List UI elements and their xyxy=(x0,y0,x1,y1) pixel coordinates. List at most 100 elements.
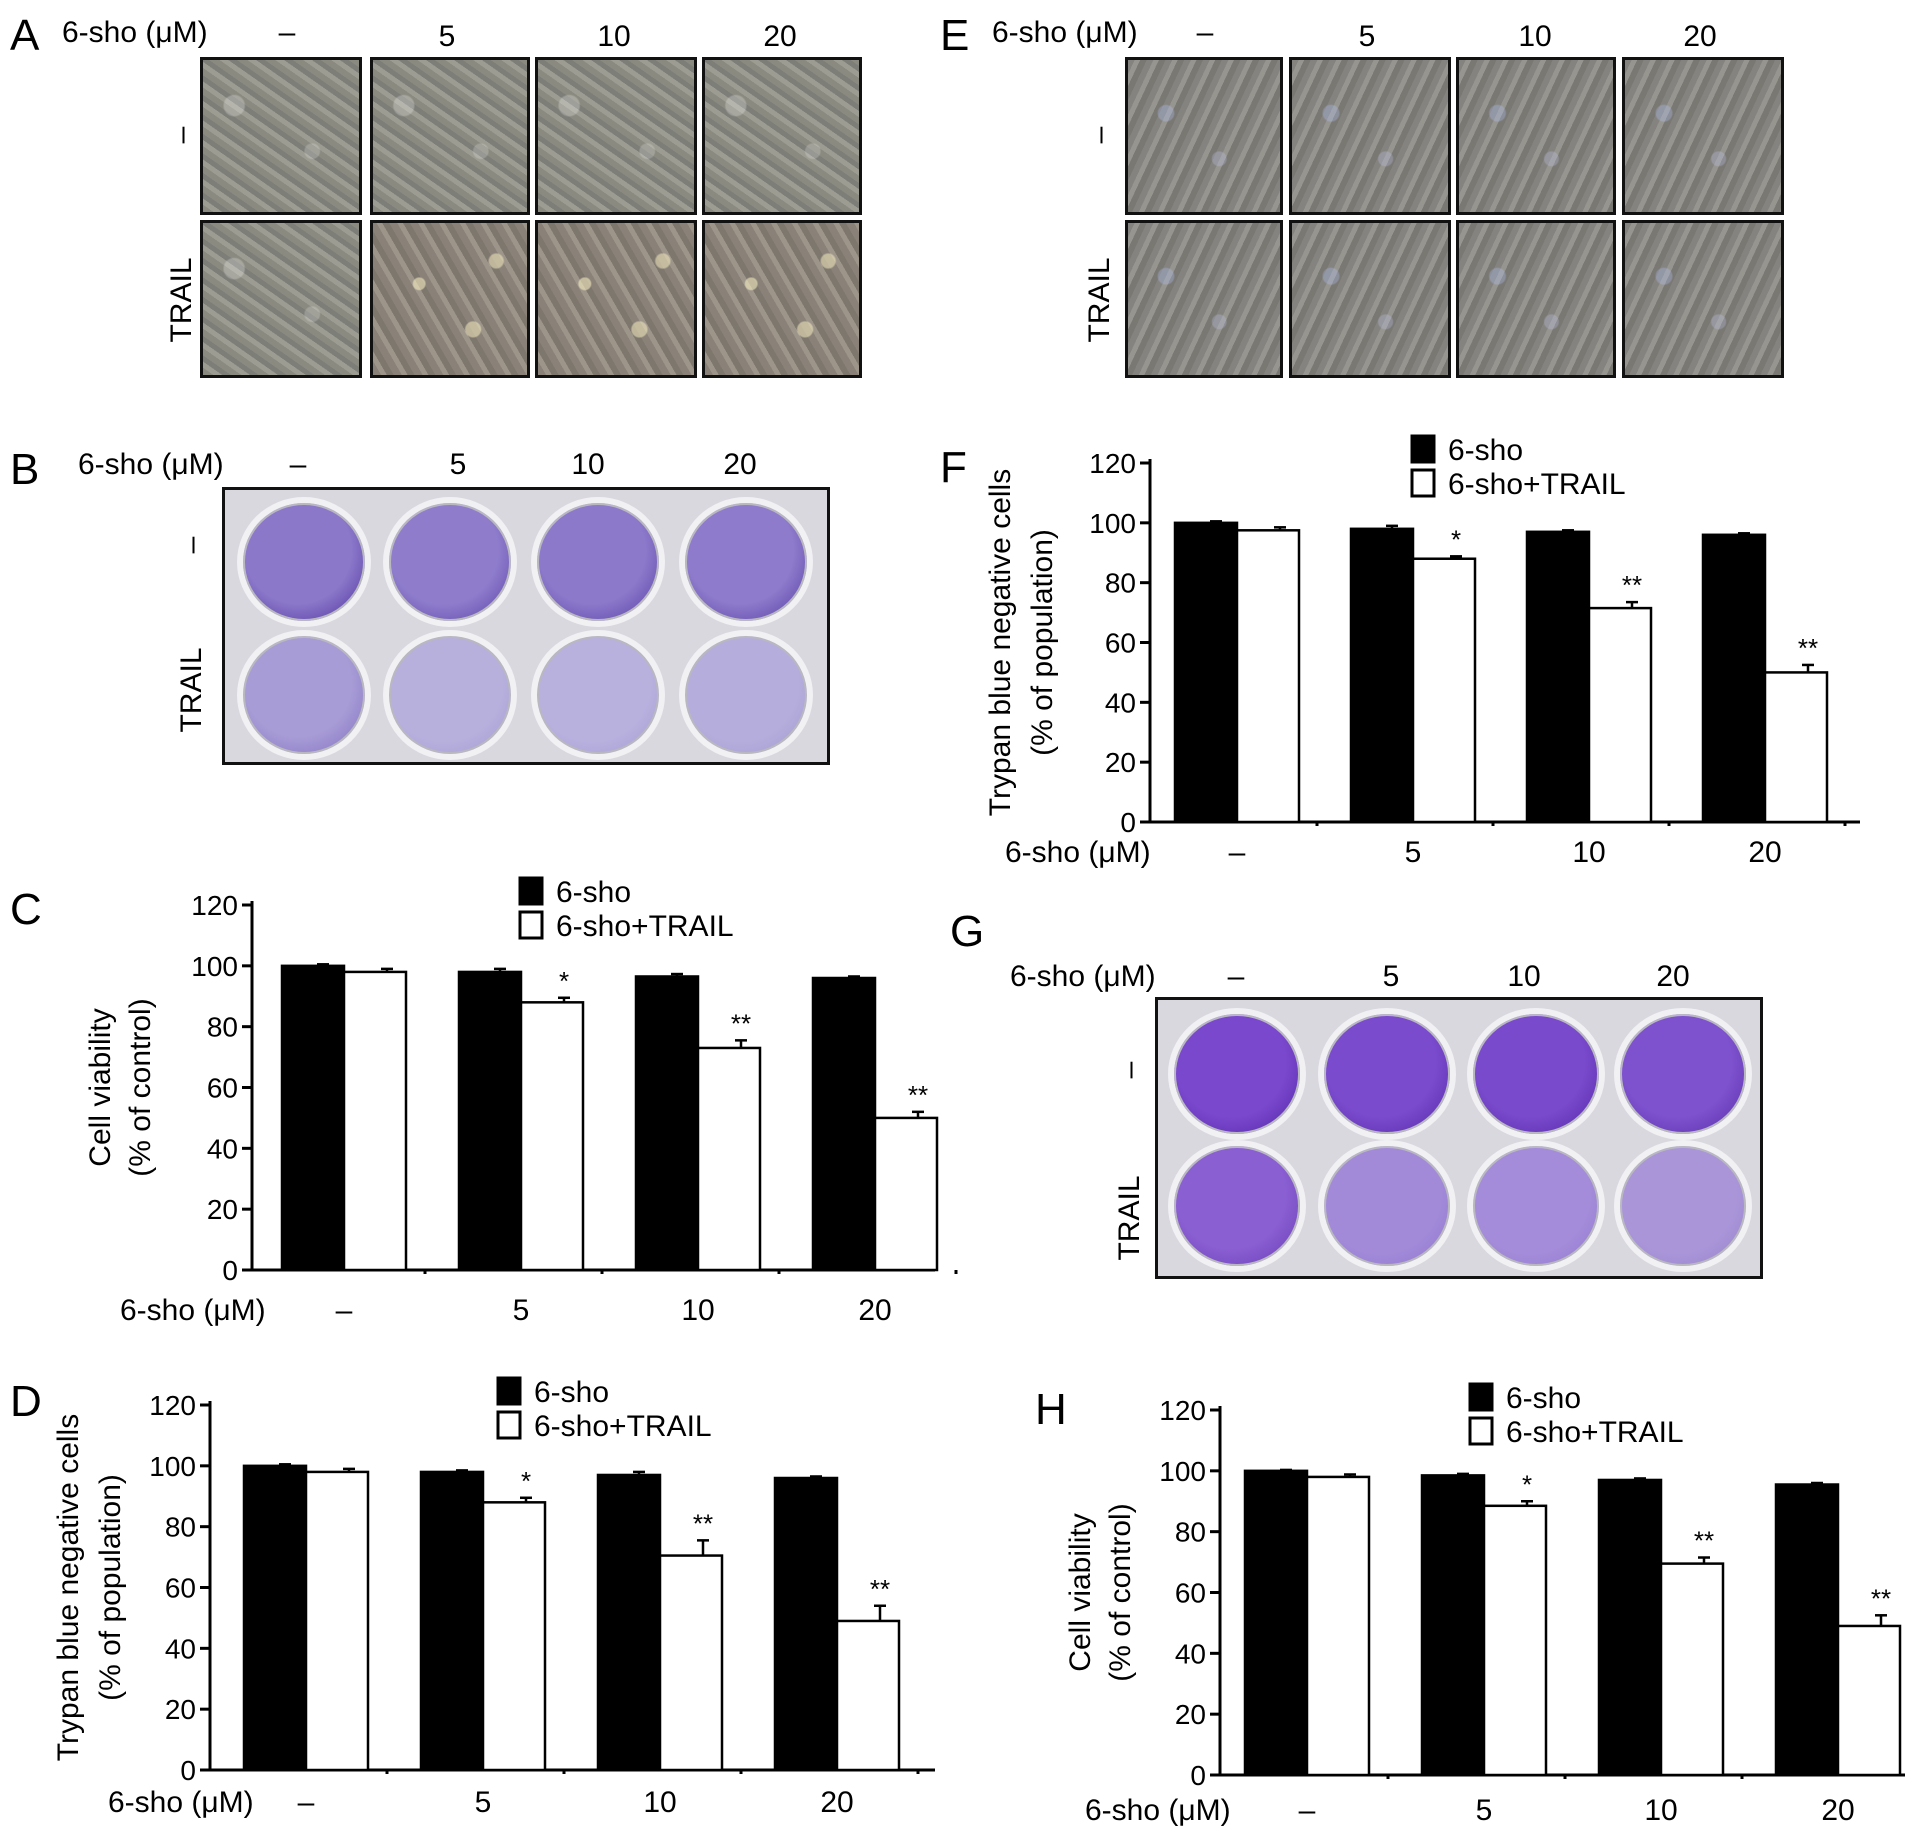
x-tick-label: 10 xyxy=(1644,1794,1677,1827)
significance-label: * xyxy=(1451,524,1461,554)
row-label-control: – xyxy=(175,536,208,554)
micrograph xyxy=(535,220,697,378)
dose-level-1: 5 xyxy=(1382,960,1400,993)
culture-well xyxy=(1467,1140,1605,1272)
legend-label: 6-sho+TRAIL xyxy=(534,1410,712,1443)
legend-swatch xyxy=(496,1410,522,1440)
micrograph xyxy=(370,57,530,215)
bar-chart-c: 0 20 40 60 80 100 120 Cell viability (% of contr… xyxy=(84,876,958,1327)
y-tick-label: 120 xyxy=(149,1390,196,1421)
x-tick-label: – xyxy=(1229,836,1246,869)
bar-6-sho-trail xyxy=(1482,1504,1548,1777)
bar-6-sho xyxy=(1597,1478,1663,1777)
dose-header-label: 6-sho (μM) xyxy=(1010,960,1156,993)
significance-label: ** xyxy=(693,1508,713,1538)
panel-letter-a: A xyxy=(10,11,40,60)
dose-level-2: 10 xyxy=(597,20,631,53)
x-tick-label: 5 xyxy=(475,1786,492,1819)
micrograph xyxy=(702,57,862,215)
y-tick-label: 80 xyxy=(165,1512,196,1543)
x-axis-label: 6-sho (μM) xyxy=(1085,1794,1231,1827)
significance-label: ** xyxy=(731,1008,751,1038)
micrograph xyxy=(702,220,862,378)
panel-letter-e: E xyxy=(940,11,970,60)
y-tick-label: 20 xyxy=(207,1194,238,1225)
bar-6-sho-trail xyxy=(873,1116,939,1272)
y-tick-label: 60 xyxy=(165,1573,196,1604)
culture-well xyxy=(1168,1008,1306,1140)
bar-6-sho xyxy=(811,976,877,1272)
x-axis-label: 6-sho (μM) xyxy=(120,1294,266,1327)
culture-well xyxy=(383,630,517,760)
y-axis-label: Trypan blue negative cells xyxy=(984,469,1017,816)
culture-well xyxy=(237,497,371,627)
bar-6-sho-trail xyxy=(835,1619,901,1772)
x-tick-label: 10 xyxy=(1572,836,1605,869)
legend-label: 6-sho xyxy=(1506,1382,1581,1415)
culture-well xyxy=(1318,1140,1456,1272)
significance-label: ** xyxy=(908,1080,928,1110)
row-label-trail: TRAIL xyxy=(1083,257,1116,343)
y-tick-label: 120 xyxy=(191,890,238,921)
x-tick-label: – xyxy=(298,1786,315,1819)
bar-6-sho-trail xyxy=(1763,671,1829,824)
y-tick-label: 80 xyxy=(207,1012,238,1043)
bar-chart-h: 0 20 40 60 80 100 120 Cell viability (% of contr… xyxy=(1064,1382,1905,1827)
y-tick-label: 0 xyxy=(222,1255,238,1286)
significance-label: ** xyxy=(1694,1526,1714,1556)
panel-letter-h: H xyxy=(1035,1385,1067,1434)
dose-level-2: 10 xyxy=(571,448,605,481)
panel-letter-c: C xyxy=(10,885,42,934)
bar-6-sho-trail xyxy=(696,1046,762,1272)
bar-6-sho-trail xyxy=(1235,529,1301,824)
y-axis-label: (% of population) xyxy=(94,1474,127,1701)
significance-label: ** xyxy=(870,1574,890,1604)
x-tick-label: – xyxy=(1299,1794,1316,1827)
legend-swatch xyxy=(1468,1382,1494,1412)
culture-well xyxy=(679,630,813,760)
panel-letter-d: D xyxy=(10,1377,42,1426)
dose-level-2: 10 xyxy=(1518,20,1552,53)
bar-6-sho xyxy=(1173,521,1239,824)
bar-6-sho xyxy=(280,964,346,1272)
culture-well xyxy=(1168,1140,1306,1272)
y-tick-label: 120 xyxy=(1159,1395,1206,1426)
bar-6-sho-trail xyxy=(304,1470,370,1772)
legend-swatch xyxy=(518,876,544,906)
bar-6-sho xyxy=(1774,1483,1840,1777)
significance-label: ** xyxy=(1622,570,1642,600)
bar-6-sho-trail xyxy=(1659,1562,1725,1777)
culture-well xyxy=(1614,1140,1752,1272)
micrograph xyxy=(200,57,362,215)
dose-level-3: 20 xyxy=(723,448,757,481)
dose-level-0: – xyxy=(1196,16,1214,49)
culture-well xyxy=(383,497,517,627)
bar-6-sho-trail xyxy=(342,970,408,1272)
legend-label: 6-sho xyxy=(534,1376,609,1409)
micrograph xyxy=(1622,57,1784,215)
y-tick-label: 40 xyxy=(1175,1638,1206,1669)
y-tick-label: 120 xyxy=(1089,448,1136,479)
micrograph xyxy=(535,57,697,215)
bar-6-sho xyxy=(1525,530,1591,824)
y-tick-label: 40 xyxy=(207,1133,238,1164)
bar-6-sho xyxy=(1420,1474,1486,1777)
legend-label: 6-sho xyxy=(556,876,631,909)
dose-level-2: 10 xyxy=(1507,960,1541,993)
micrograph xyxy=(1125,220,1283,378)
culture-well xyxy=(531,497,665,627)
panel-letter-f: F xyxy=(940,443,967,492)
y-tick-label: 0 xyxy=(180,1755,196,1786)
legend-swatch xyxy=(496,1376,522,1406)
dose-level-0: – xyxy=(278,16,296,49)
bar-6-sho-trail xyxy=(1587,606,1653,824)
y-tick-label: 60 xyxy=(207,1073,238,1104)
row-label-trail: TRAIL xyxy=(175,647,208,733)
significance-label: * xyxy=(521,1466,531,1496)
y-tick-label: 80 xyxy=(1175,1517,1206,1548)
bar-6-sho xyxy=(1349,527,1415,824)
y-tick-label: 100 xyxy=(1159,1456,1206,1487)
legend-label: 6-sho+TRAIL xyxy=(1506,1416,1684,1449)
legend-label: 6-sho xyxy=(1448,434,1523,467)
legend-swatch xyxy=(1468,1416,1494,1446)
